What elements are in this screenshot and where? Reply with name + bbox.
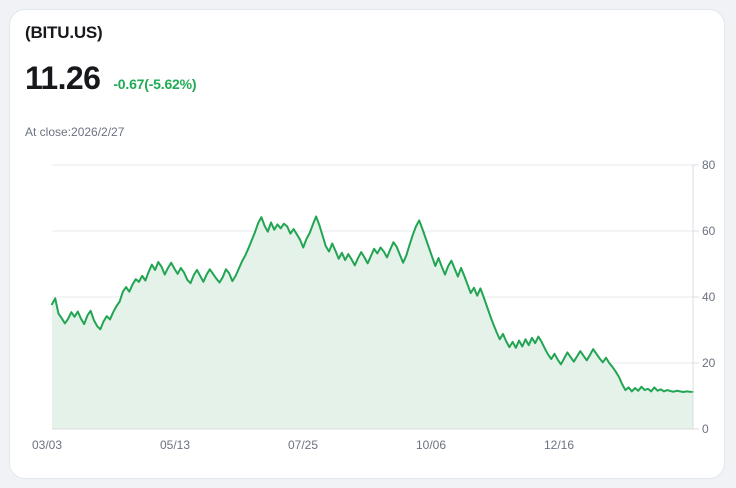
y-axis-tick-label: 40 <box>702 290 716 304</box>
x-axis-tick-label: 07/25 <box>288 438 319 452</box>
y-axis-tick-label: 80 <box>702 158 716 172</box>
y-axis-tick-label: 20 <box>702 356 716 370</box>
price-row: 11.26 -0.67(-5.62%) <box>25 60 197 96</box>
y-axis-tick-label: 0 <box>702 422 709 436</box>
x-axis-tick-label: 05/13 <box>160 438 191 452</box>
x-axis-tick-label: 12/16 <box>544 438 575 452</box>
current-price: 11.26 <box>25 60 101 96</box>
x-axis-tick-label: 03/03 <box>32 438 63 452</box>
x-axis-tick-label: 10/06 <box>416 438 447 452</box>
area-fill <box>52 216 693 429</box>
price-change: -0.67(-5.62%) <box>113 76 197 92</box>
page-title: (BITU.US) <box>25 23 103 42</box>
y-axis-tick-label: 60 <box>702 224 716 238</box>
stock-quote-card: (BITU.US) 11.26 -0.67(-5.62%) At close:2… <box>9 9 725 479</box>
price-line <box>51 215 694 394</box>
market-status-text: At close:2026/2/27 <box>25 125 125 139</box>
